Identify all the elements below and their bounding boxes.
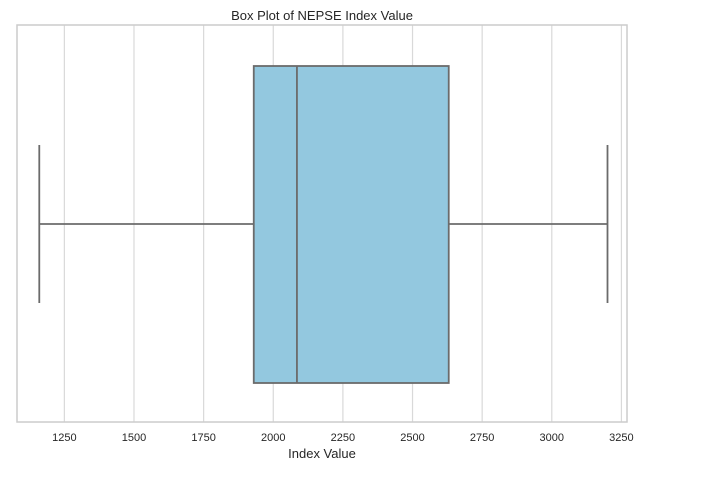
x-tick-label: 1750 [191,432,215,444]
x-tick-label: 3000 [540,432,564,444]
x-tick-label: 2500 [400,432,424,444]
x-tick-label: 3250 [609,432,633,444]
x-tick-label: 1250 [52,432,76,444]
chart-title: Box Plot of NEPSE Index Value [231,8,413,23]
iqr-box [252,65,450,384]
x-tick-label: 2750 [470,432,494,444]
x-axis-label: Index Value [288,446,356,461]
box-plot [38,65,609,384]
x-tick-label: 1500 [122,432,146,444]
plot-frame [16,24,628,423]
x-tick-label: 2000 [261,432,285,444]
x-tick-label: 2250 [331,432,355,444]
x-axis-ticks: 1250 1500 1750 2000 2250 2500 2750 3000 3250 [52,432,634,444]
